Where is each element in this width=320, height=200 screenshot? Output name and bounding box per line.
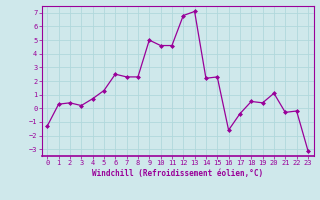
X-axis label: Windchill (Refroidissement éolien,°C): Windchill (Refroidissement éolien,°C) [92, 169, 263, 178]
